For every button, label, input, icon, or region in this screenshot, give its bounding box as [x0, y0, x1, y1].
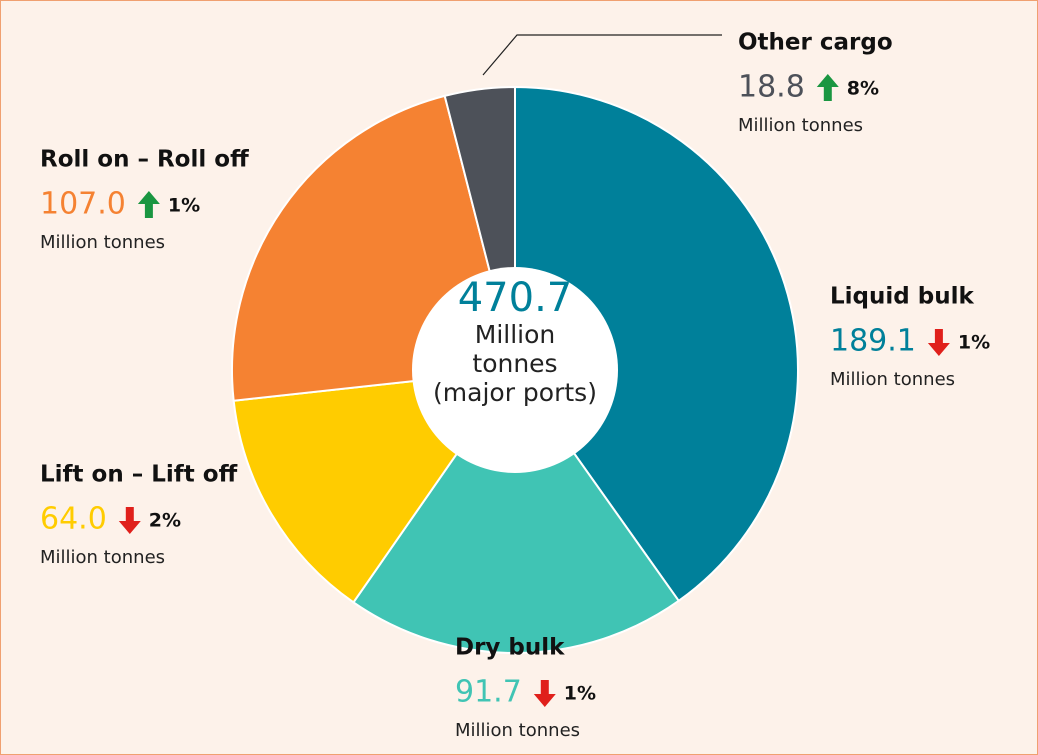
donut-slice: [352, 368, 681, 654]
change-label: 1%: [168, 195, 200, 217]
change-arrow: [137, 191, 160, 218]
donut-hole: [412, 267, 618, 473]
unit-label: Million tonnes: [830, 369, 955, 390]
value-label: 18.8: [738, 70, 805, 105]
category-label: Other cargo: [738, 30, 893, 56]
change-label: 8%: [847, 78, 879, 100]
unit-label: Million tonnes: [40, 232, 165, 253]
change-arrow: [533, 680, 556, 707]
category-label: Lift on – Lift off: [40, 462, 238, 488]
value-label: 189.1: [830, 324, 916, 359]
value-label: 107.0: [40, 187, 126, 222]
leader-line: [482, 34, 722, 76]
change-label: 1%: [958, 332, 990, 354]
category-label: Dry bulk: [455, 635, 565, 661]
unit-label: Million tonnes: [738, 115, 863, 136]
value-label: 64.0: [40, 502, 107, 537]
change-arrow: [816, 74, 839, 101]
change-label: 2%: [149, 510, 181, 532]
value-label: 91.7: [455, 675, 522, 710]
unit-label: Million tonnes: [455, 720, 580, 741]
total-value: 470.7: [458, 275, 573, 321]
center-label: (major ports): [433, 378, 597, 407]
unit-label: Million tonnes: [40, 547, 165, 568]
change-arrow: [118, 507, 141, 534]
center-label: Million: [475, 320, 556, 349]
donut-slice: [514, 85, 799, 603]
category-label: Liquid bulk: [830, 284, 974, 310]
change-label: 1%: [564, 683, 596, 705]
category-label: Roll on – Roll off: [40, 147, 249, 173]
center-label: tonnes: [472, 349, 557, 378]
change-arrow: [927, 329, 950, 356]
